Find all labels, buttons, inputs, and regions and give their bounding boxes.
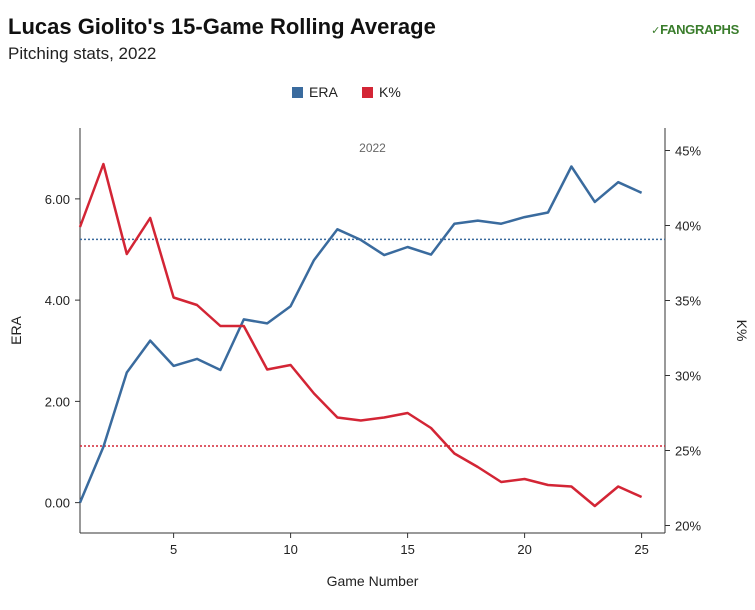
y-right-tick-label: 45% — [675, 144, 701, 159]
x-tick-label: 5 — [170, 542, 177, 557]
legend-label-k-pct: K% — [379, 84, 401, 100]
x-tick-label: 15 — [400, 542, 414, 557]
legend-label-era: ERA — [309, 84, 338, 100]
y-right-tick-label: 40% — [675, 219, 701, 234]
y-right-tick-label: 25% — [675, 444, 701, 459]
y-left-axis-label: ERA — [8, 315, 24, 344]
y-left-tick-label: 0.00 — [45, 496, 70, 511]
fangraphs-logo: ✓FANGRAPHS — [651, 22, 739, 37]
y-right-tick-label: 20% — [675, 519, 701, 534]
y-right-axis-label: K% — [734, 320, 750, 342]
y-left-tick-label: 4.00 — [45, 293, 70, 308]
panel-label: 2022 — [359, 141, 386, 155]
x-tick-label: 25 — [634, 542, 648, 557]
logo-mark-icon: ✓ — [651, 25, 661, 37]
chart-subtitle: Pitching stats, 2022 — [8, 44, 157, 63]
x-axis-label: Game Number — [327, 573, 419, 589]
x-tick-label: 10 — [283, 542, 297, 557]
y-left-tick-label: 2.00 — [45, 394, 70, 409]
x-tick-label: 20 — [517, 542, 531, 557]
series-line-era — [78, 165, 643, 504]
y-right-tick-label: 35% — [675, 294, 701, 309]
logo-text: FANGRAPHS — [660, 22, 739, 37]
legend-swatch-era — [292, 87, 303, 98]
legend-swatch-k-pct — [362, 87, 373, 98]
y-right-tick-label: 30% — [675, 369, 701, 384]
chart-title: Lucas Giolito's 15-Game Rolling Average — [8, 14, 436, 39]
y-left-tick-label: 6.00 — [45, 192, 70, 207]
series-line-k-pct — [78, 162, 643, 508]
